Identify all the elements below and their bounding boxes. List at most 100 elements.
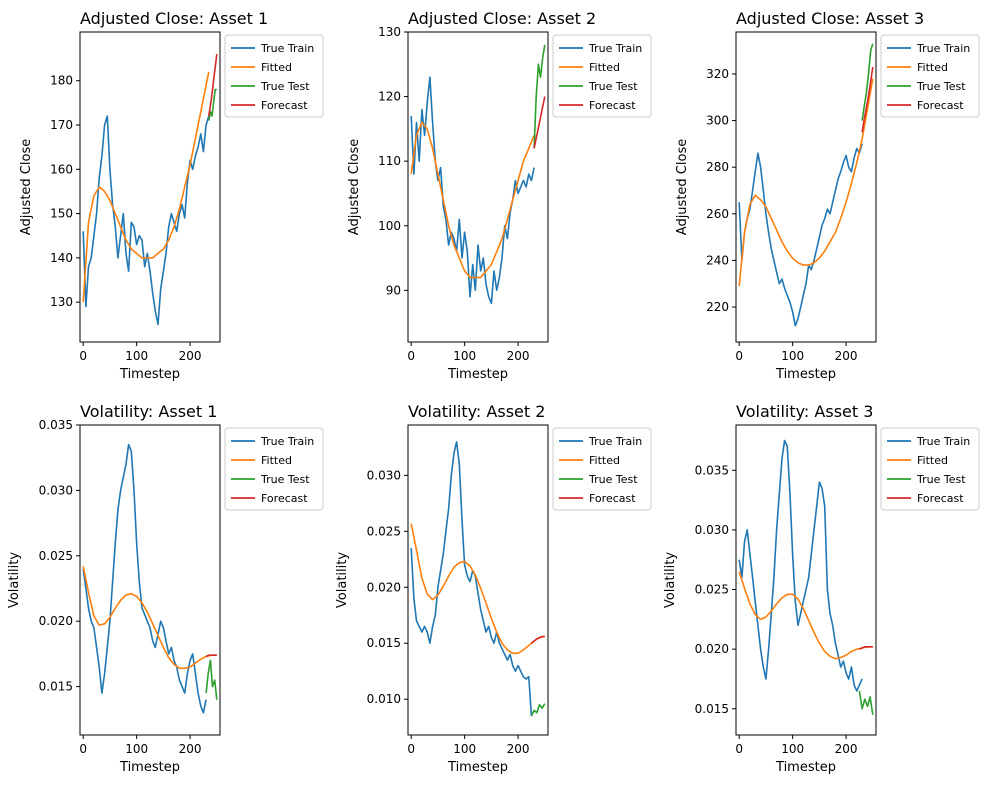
y-axis-label: Volatility bbox=[663, 552, 678, 608]
x-tick-label: 0 bbox=[407, 349, 415, 363]
series-line-fitted bbox=[738, 78, 874, 287]
legend-label: True Train bbox=[260, 42, 314, 55]
series-line-true-train bbox=[410, 440, 533, 717]
legend-label: Forecast bbox=[589, 492, 636, 505]
x-tick-label: 100 bbox=[781, 349, 804, 363]
legend-box bbox=[224, 34, 324, 118]
series-line-true-train bbox=[82, 443, 207, 714]
x-tick-label: 100 bbox=[453, 742, 476, 756]
axes-frame bbox=[79, 424, 221, 736]
series-line-fitted bbox=[410, 121, 535, 279]
x-tick-label: 200 bbox=[179, 349, 202, 363]
y-tick-label: 0.020 bbox=[39, 614, 73, 628]
series-line-fitted bbox=[82, 566, 217, 670]
y-tick-label: 0.030 bbox=[695, 523, 729, 537]
subplot-5: Volatility: Asset 2 0 100 200 0.010 0.015 0.02… bbox=[335, 402, 652, 775]
y-tick-label: 130 bbox=[378, 25, 401, 39]
legend-label: True Test bbox=[260, 473, 310, 486]
axes-frame bbox=[407, 424, 549, 736]
subplot-title: Volatility: Asset 2 bbox=[408, 402, 545, 421]
series-line-true-test bbox=[861, 43, 874, 121]
series-group bbox=[410, 44, 546, 305]
legend: True Train Fitted True Test Forecast bbox=[880, 34, 980, 118]
series-line-forecast bbox=[208, 54, 218, 117]
x-tick-label: 0 bbox=[79, 742, 87, 756]
series-line-fitted bbox=[410, 523, 545, 655]
legend-label: True Test bbox=[916, 473, 966, 486]
y-tick-label: 100 bbox=[378, 219, 401, 233]
y-tick-label: 110 bbox=[378, 154, 401, 168]
y-tick-label: 300 bbox=[706, 114, 729, 128]
series-line-forecast bbox=[861, 66, 874, 133]
legend-label: True Train bbox=[260, 435, 314, 448]
series-line-true-test bbox=[208, 88, 217, 121]
legend-label: Fitted bbox=[261, 61, 292, 74]
y-axis-label: Adjusted Close bbox=[675, 139, 690, 235]
legend-label: Fitted bbox=[261, 454, 292, 467]
legend-label: True Train bbox=[916, 42, 970, 55]
series-line-fitted bbox=[82, 71, 210, 303]
subplot-title: Adjusted Close: Asset 2 bbox=[408, 9, 596, 28]
y-tick-label: 140 bbox=[50, 251, 73, 265]
legend-box bbox=[552, 34, 652, 118]
series-line-forecast bbox=[205, 654, 217, 658]
y-axis-label: Volatility bbox=[335, 552, 350, 608]
legend-box bbox=[880, 427, 980, 511]
series-line-true-test bbox=[205, 659, 218, 700]
y-tick-label: 0.030 bbox=[39, 483, 73, 497]
series-line-true-train bbox=[82, 115, 210, 326]
legend-label: True Test bbox=[916, 80, 966, 93]
legend: True Train Fitted True Test Forecast bbox=[880, 427, 980, 511]
subplot-title: Volatility: Asset 3 bbox=[736, 402, 873, 421]
legend-box bbox=[224, 427, 324, 511]
y-tick-label: 0.010 bbox=[367, 692, 401, 706]
y-tick-label: 180 bbox=[50, 74, 73, 88]
y-tick-label: 160 bbox=[50, 162, 73, 176]
series-line-true-test bbox=[533, 44, 546, 149]
subplot-6: Volatility: Asset 3 0 100 200 0.015 0.020 0.02… bbox=[663, 402, 980, 775]
x-tick-label: 200 bbox=[507, 349, 530, 363]
x-tick-label: 100 bbox=[125, 349, 148, 363]
x-tick-label: 100 bbox=[125, 742, 148, 756]
x-axis-label: Timestep bbox=[775, 367, 836, 382]
x-axis-label: Timestep bbox=[447, 367, 508, 382]
y-tick-label: 0.025 bbox=[367, 524, 401, 538]
legend-label: Forecast bbox=[917, 492, 964, 505]
y-tick-label: 0.015 bbox=[695, 702, 729, 716]
legend-label: Fitted bbox=[917, 454, 948, 467]
series-line-true-test bbox=[858, 690, 874, 715]
legend-label: True Test bbox=[260, 80, 310, 93]
x-axis-label: Timestep bbox=[119, 760, 180, 775]
y-tick-label: 0.015 bbox=[39, 680, 73, 694]
legend-label: True Test bbox=[588, 473, 638, 486]
legend-box bbox=[552, 427, 652, 511]
legend: True Train Fitted True Test Forecast bbox=[552, 427, 652, 511]
y-tick-label: 120 bbox=[378, 90, 401, 104]
series-line-forecast bbox=[859, 645, 873, 650]
x-tick-label: 0 bbox=[407, 742, 415, 756]
series-line-true-train bbox=[738, 143, 863, 327]
y-tick-label: 0.025 bbox=[39, 549, 73, 563]
x-tick-label: 0 bbox=[79, 349, 87, 363]
legend-label: Forecast bbox=[917, 99, 964, 112]
subplot-title: Adjusted Close: Asset 1 bbox=[80, 9, 268, 28]
subplot-4: Volatility: Asset 1 0 100 200 0.015 0.020 0.02… bbox=[7, 402, 324, 775]
series-line-forecast bbox=[533, 96, 546, 149]
y-tick-label: 280 bbox=[706, 160, 729, 174]
x-tick-label: 100 bbox=[781, 742, 804, 756]
x-axis-label: Timestep bbox=[447, 760, 508, 775]
x-tick-label: 0 bbox=[735, 742, 743, 756]
y-tick-label: 150 bbox=[50, 207, 73, 221]
subplot-title: Adjusted Close: Asset 3 bbox=[736, 9, 924, 28]
y-axis-label: Adjusted Close bbox=[19, 139, 34, 235]
series-line-true-test bbox=[530, 703, 546, 717]
x-tick-label: 0 bbox=[735, 349, 743, 363]
legend-box bbox=[880, 34, 980, 118]
subplot-1: Adjusted Close: Asset 1 0 100 200 130 140 150 1… bbox=[19, 9, 324, 382]
legend-label: Fitted bbox=[589, 454, 620, 467]
y-tick-label: 0.035 bbox=[39, 418, 73, 432]
y-tick-label: 220 bbox=[706, 300, 729, 314]
legend-label: True Train bbox=[588, 42, 642, 55]
legend: True Train Fitted True Test Forecast bbox=[224, 427, 324, 511]
series-group bbox=[738, 439, 874, 715]
